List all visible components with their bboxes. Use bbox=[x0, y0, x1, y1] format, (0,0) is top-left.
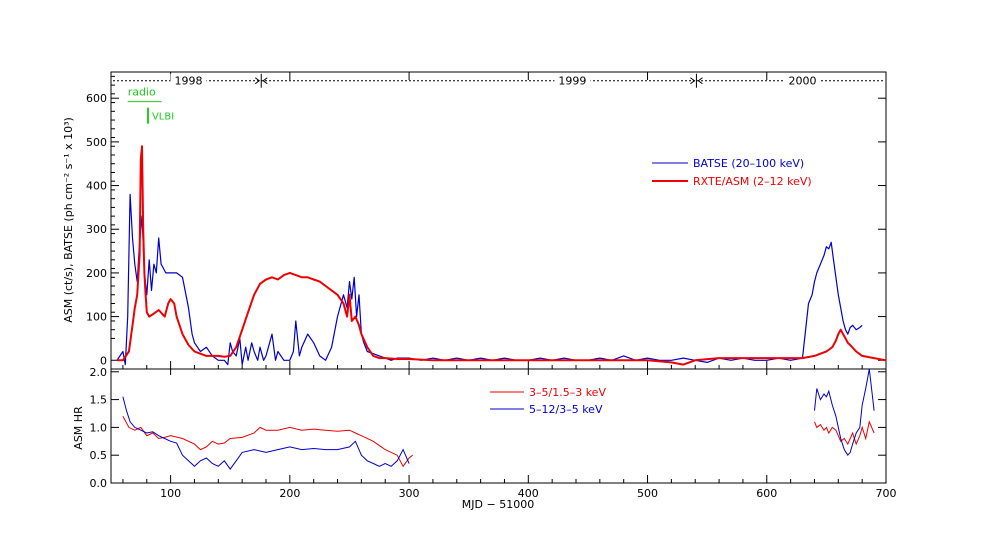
asm-series-line bbox=[117, 145, 887, 366]
x-tick-label: 400 bbox=[518, 487, 539, 500]
top-y-tick-label: 600 bbox=[86, 92, 107, 105]
radio-annotation: radio bbox=[128, 86, 156, 99]
year-label: 1999 bbox=[558, 75, 586, 88]
x-tick-label: 200 bbox=[279, 487, 300, 500]
year-label: 1998 bbox=[175, 75, 203, 88]
top-y-tick-label: 300 bbox=[86, 223, 107, 236]
bottom-y-tick-label: 1.5 bbox=[90, 394, 108, 407]
legend-label-batse: BATSE (20–100 keV) bbox=[693, 157, 804, 170]
legend-label-hr1: 3–5/1.5–3 keV bbox=[529, 386, 606, 399]
year-arrow-right bbox=[254, 77, 261, 85]
bottom-y-tick-label: 1.0 bbox=[90, 421, 108, 434]
top-series bbox=[116, 145, 887, 366]
x-axis-label: MJD − 51000 bbox=[462, 498, 534, 511]
bottom-y-tick-label: 0.0 bbox=[90, 477, 108, 490]
year-label: 2000 bbox=[789, 75, 817, 88]
x-tick-label: 700 bbox=[876, 487, 897, 500]
top-y-tick-label: 200 bbox=[86, 267, 107, 280]
top-y-tick-label: 0 bbox=[100, 354, 107, 367]
x-tick-label: 300 bbox=[399, 487, 420, 500]
top-y-tick-label: 500 bbox=[86, 136, 107, 149]
hr-hard-series-line bbox=[122, 396, 410, 470]
legend-label-hr2: 5–12/3–5 keV bbox=[529, 403, 603, 416]
hr-soft-series-line bbox=[814, 420, 875, 446]
year-label-bg bbox=[170, 73, 207, 87]
top-panel-frame bbox=[110, 71, 887, 370]
bottom-axis-ticks: 0.0 0.5 1.0 1.5 2.0 100 200 300 400 500 600 700 bbox=[90, 366, 897, 500]
year-arrow-right bbox=[690, 77, 696, 85]
bottom-y-tick-label: 0.5 bbox=[90, 449, 108, 462]
top-legend: BATSE (20–100 keV) RXTE/ASM (2–12 keV) bbox=[652, 157, 812, 188]
bottom-series bbox=[122, 368, 875, 470]
x-tick-label: 500 bbox=[637, 487, 658, 500]
x-tick-label: 600 bbox=[756, 487, 777, 500]
top-axis-ticks: 0 100 200 300 400 500 600 bbox=[86, 72, 887, 369]
bottom-legend: 3–5/1.5–3 keV 5–12/3–5 keV bbox=[490, 386, 606, 416]
top-y-tick-label: 400 bbox=[86, 180, 107, 193]
year-arrow-left bbox=[262, 77, 268, 85]
legend-label-asm: RXTE/ASM (2–12 keV) bbox=[693, 175, 812, 188]
hr-hard-series-line bbox=[814, 368, 875, 457]
bottom-y-axis-label: ASM HR bbox=[72, 406, 85, 450]
bottom-panel-frame bbox=[110, 368, 887, 484]
bottom-y-tick-label: 2.0 bbox=[90, 366, 108, 379]
x-tick-label: 100 bbox=[160, 487, 181, 500]
top-y-tick-label: 100 bbox=[86, 311, 107, 324]
year-bar: 1998 1999 2000 bbox=[113, 73, 884, 88]
vlbi-annotation: VLBI bbox=[152, 112, 174, 123]
hr-soft-series-line bbox=[122, 416, 414, 468]
year-arrow-left bbox=[697, 77, 703, 85]
year-label-bg bbox=[784, 73, 821, 87]
top-y-axis-label: ASM (ct/s), BATSE (ph cm⁻² s⁻¹ x 10³) bbox=[62, 117, 75, 323]
year-label-bg bbox=[554, 73, 591, 87]
batse-series-line bbox=[116, 193, 863, 366]
